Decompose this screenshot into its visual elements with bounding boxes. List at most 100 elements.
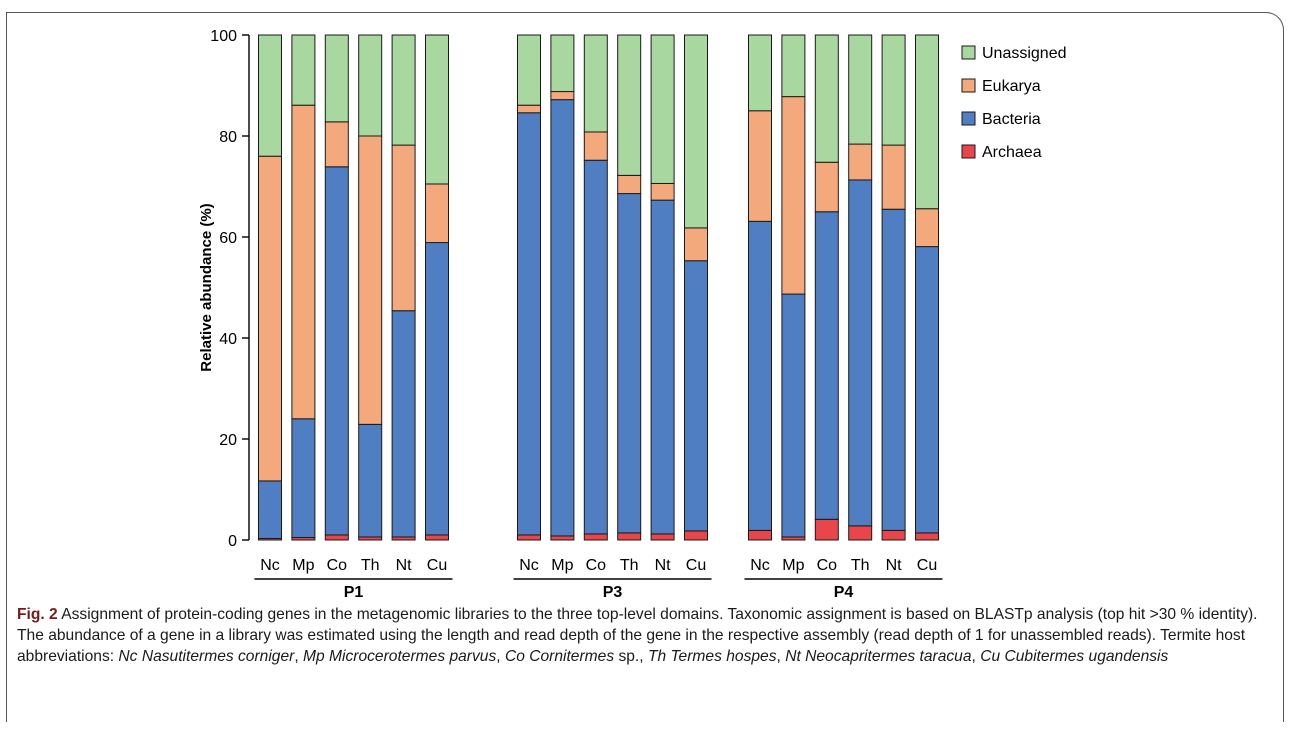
- x-tick-label: Th: [361, 557, 380, 574]
- x-axis: Nc Mp Co Th Nt Cu P1 Nc Mp Co Th Nt Cu P3 Nc Mp Co Th Nt Cu…: [254, 557, 943, 600]
- legend-swatch: [961, 45, 976, 60]
- figure-frame-left: [6, 12, 7, 722]
- bar-segment-archaea: [550, 535, 575, 541]
- y-tick-label: 60: [219, 230, 237, 247]
- bar-segment-eukarya: [650, 182, 675, 201]
- abbreviation-nt: Nt Neocapritermes taracua: [785, 648, 972, 665]
- x-tick-label: Mp: [551, 557, 573, 574]
- legend-swatch: [961, 78, 976, 93]
- figure-frame: [6, 12, 1284, 722]
- bar-segment-bacteria: [915, 246, 939, 534]
- bar-segment-eukarya: [915, 208, 939, 248]
- bar-segment-bacteria: [748, 220, 772, 531]
- bar-segment-bacteria: [391, 310, 416, 538]
- bar-segment-unassigned: [291, 34, 316, 106]
- bar-segment-eukarya: [391, 144, 416, 312]
- group-label: P3: [603, 584, 623, 600]
- x-tick-label: Co: [817, 557, 838, 574]
- bar-segment-unassigned: [915, 34, 939, 210]
- x-tick-label: Mp: [292, 557, 314, 574]
- figure-caption: Fig. 2 Assignment of protein-coding gene…: [17, 604, 1279, 667]
- bar-segment-archaea: [915, 532, 939, 541]
- bar-segment-archaea: [425, 534, 449, 541]
- bar-segment-unassigned: [517, 34, 541, 106]
- bar-segment-bacteria: [324, 166, 349, 536]
- figure-label: Fig. 2: [17, 606, 58, 623]
- bar-segment-eukarya: [881, 144, 906, 210]
- x-tick-label: Nc: [519, 557, 539, 574]
- bar-segment-archaea: [814, 518, 839, 541]
- x-tick-label: Co: [327, 557, 348, 574]
- x-tick-label: Nt: [396, 557, 413, 574]
- x-tick-label: Nt: [655, 557, 672, 574]
- bar-segment-unassigned: [425, 34, 449, 185]
- legend-swatch: [961, 111, 976, 126]
- y-axis-label: Relative abundance (%): [198, 203, 215, 371]
- bar-segment-unassigned: [617, 34, 642, 176]
- legend-label: Eukarya: [982, 78, 1041, 95]
- x-tick-label: Th: [851, 557, 870, 574]
- y-tick-label: 100: [210, 28, 237, 45]
- group-label: P1: [344, 584, 364, 600]
- bar-segment-eukarya: [358, 135, 383, 425]
- bar-segment-bacteria: [517, 112, 541, 536]
- bar-segment-eukarya: [258, 155, 282, 482]
- bar-segment-bacteria: [650, 199, 675, 535]
- x-tick-label: Cu: [917, 557, 937, 574]
- x-tick-label: Nt: [886, 557, 903, 574]
- bar-segment-bacteria: [425, 242, 449, 536]
- x-tick-label: Co: [586, 557, 607, 574]
- bar-segment-eukarya: [748, 110, 772, 222]
- abbreviation-th: Th Termes hospes: [647, 648, 777, 665]
- bar-segment-unassigned: [881, 34, 906, 146]
- bar-segment-archaea: [881, 529, 906, 541]
- stacked-bar-chart: 0 20 40 60 80 100 Relative abundance (%) Nc Mp C…: [198, 28, 1067, 600]
- y-tick-label: 40: [219, 331, 237, 348]
- legend-label: Archaea: [982, 144, 1042, 161]
- bar-segment-unassigned: [650, 34, 675, 184]
- bar-segment-eukarya: [324, 121, 349, 168]
- x-tick-label: Cu: [427, 557, 447, 574]
- bar-segment-unassigned: [358, 34, 383, 137]
- y-tick-label: 80: [219, 129, 237, 146]
- bar-segment-archaea: [583, 533, 608, 541]
- bar-segment-eukarya: [684, 227, 708, 262]
- caption-text: Assignment of protein-coding genes in th…: [17, 606, 1258, 665]
- abbreviation-list: Nc Nasutitermes corniger, Mp Microcerote…: [118, 648, 1169, 665]
- bar-segment-eukarya: [425, 183, 449, 244]
- bar-segment-unassigned: [391, 34, 416, 146]
- abbreviation-mp: Mp Microcerotermes parvus: [303, 648, 497, 665]
- bar-segment-unassigned: [848, 34, 873, 145]
- group-label: P4: [834, 584, 854, 600]
- bar-segment-eukarya: [583, 131, 608, 161]
- bar-segment-unassigned: [550, 34, 575, 93]
- x-tick-label: Mp: [782, 557, 804, 574]
- legend-label: Unassigned: [982, 45, 1067, 62]
- bar-segment-bacteria: [684, 260, 708, 532]
- y-tick-label: 0: [228, 533, 237, 550]
- bar-segment-eukarya: [517, 104, 541, 114]
- bar-segment-archaea: [748, 529, 772, 541]
- bar-segment-unassigned: [748, 34, 772, 112]
- bar-segment-unassigned: [583, 34, 608, 133]
- x-tick-label: Nc: [260, 557, 280, 574]
- bar-segment-eukarya: [848, 143, 873, 181]
- bar-segment-bacteria: [258, 480, 282, 539]
- bar-segment-unassigned: [324, 34, 349, 123]
- legend-label: Bacteria: [982, 111, 1041, 128]
- abbreviation-suffix: sp.: [614, 648, 640, 665]
- y-tick-label: 20: [219, 432, 237, 449]
- abbreviation-co: Co Cornitermes: [504, 648, 615, 665]
- bar-segment-eukarya: [814, 161, 839, 213]
- bar-segment-unassigned: [814, 34, 839, 163]
- bar-segment-unassigned: [684, 34, 708, 229]
- x-tick-label: Nc: [750, 557, 770, 574]
- legend: Unassigned Eukarya Bacteria Archaea: [961, 45, 1067, 161]
- bar-segment-archaea: [324, 534, 349, 541]
- bar-segment-eukarya: [291, 104, 316, 420]
- bar-segment-archaea: [848, 525, 873, 541]
- bar-segment-bacteria: [358, 423, 383, 538]
- abbreviation-cu: Cu Cubitermes ugandensis: [980, 648, 1169, 665]
- bar-segment-eukarya: [550, 91, 575, 101]
- bar-segment-bacteria: [814, 211, 839, 520]
